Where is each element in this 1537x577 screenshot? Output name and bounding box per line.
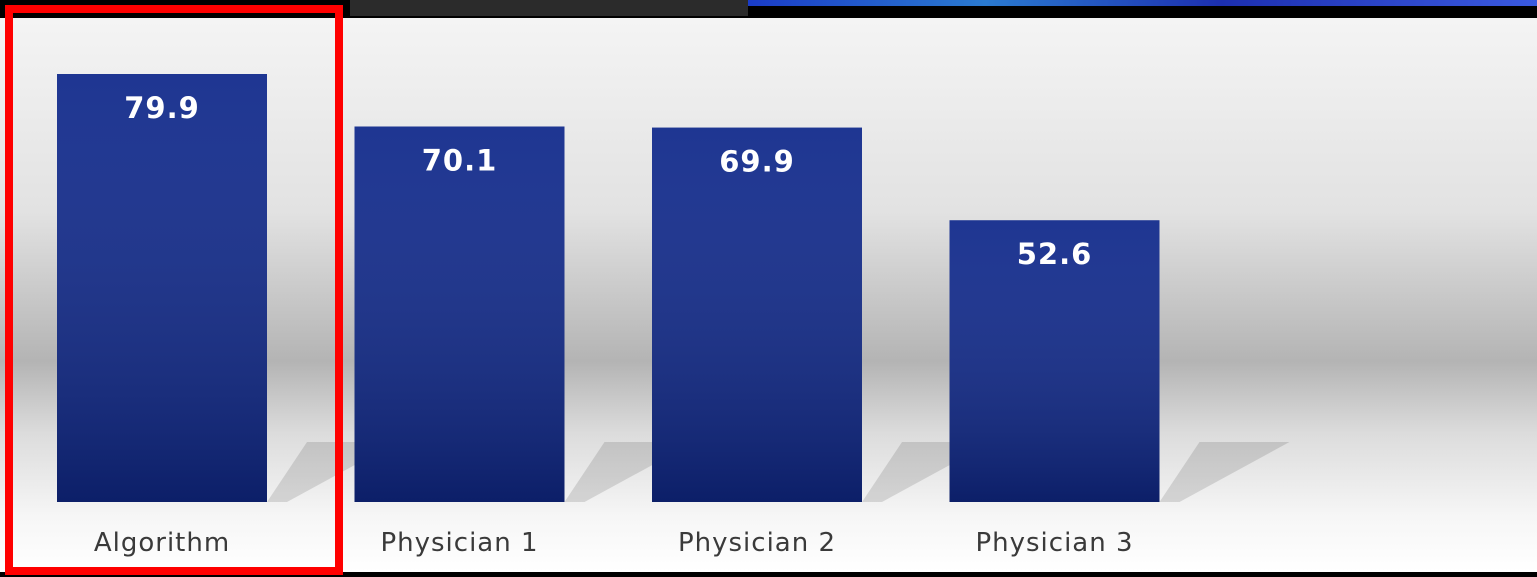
plot-area: 79.9 Algorithm 70.1 Physician 1 69.9 Physicia… bbox=[57, 74, 1290, 558]
highlight-box bbox=[5, 5, 343, 575]
value-label: 79.9 bbox=[124, 91, 200, 125]
bar-shade bbox=[57, 74, 267, 502]
bar-shade bbox=[949, 220, 1160, 502]
x-tick-label: Physician 2 bbox=[678, 528, 836, 558]
top-image-strip bbox=[748, 0, 1537, 6]
bar-shadow bbox=[1159, 442, 1290, 502]
bar-shade bbox=[652, 127, 862, 502]
value-label: 70.1 bbox=[422, 143, 498, 177]
x-tick-label: Algorithm bbox=[94, 528, 230, 558]
x-tick-label: Physician 1 bbox=[380, 528, 538, 558]
top-image-strip bbox=[350, 0, 748, 16]
x-tick-label: Physician 3 bbox=[975, 528, 1133, 558]
value-label: 69.9 bbox=[719, 145, 795, 179]
bar-shade bbox=[354, 126, 565, 503]
value-label: 52.6 bbox=[1017, 237, 1093, 271]
